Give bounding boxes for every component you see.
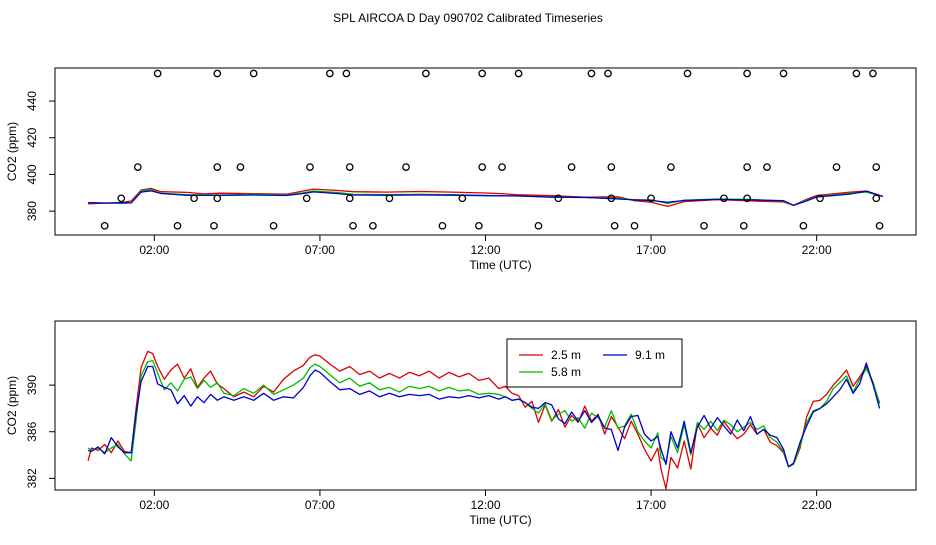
calibration-point bbox=[869, 69, 877, 78]
y-tick-label: 382 bbox=[25, 468, 39, 488]
calibration-point bbox=[700, 221, 708, 230]
y-tick-label: 380 bbox=[25, 201, 39, 221]
legend-label: 9.1 m bbox=[635, 348, 665, 362]
calibration-point bbox=[587, 69, 596, 78]
series-line-9-1-m bbox=[88, 190, 884, 206]
calibration-point bbox=[647, 194, 655, 203]
calibration-point bbox=[763, 163, 771, 171]
x-tick-label: 22:00 bbox=[802, 498, 832, 512]
calibration-point bbox=[816, 194, 824, 203]
calibration-point bbox=[458, 194, 467, 203]
calibration-point bbox=[302, 194, 311, 203]
x-tick-label: 02:00 bbox=[139, 498, 169, 512]
y-tick-label: 400 bbox=[25, 164, 39, 184]
calibration-point bbox=[249, 69, 258, 78]
legend: 2.5 m 5.8 m 9.1 m bbox=[506, 338, 683, 388]
calibration-point bbox=[743, 163, 751, 171]
calibration-point bbox=[739, 221, 748, 230]
calibration-point bbox=[832, 163, 841, 171]
calibration-point bbox=[475, 221, 483, 230]
calibration-point bbox=[342, 69, 351, 78]
x-tick-label: 22:00 bbox=[802, 243, 832, 257]
calibration-point bbox=[385, 194, 394, 203]
calibration-point bbox=[872, 163, 881, 171]
panel-bottom-chart: 02:00 07:00 12:00 17:00 22:00 Time (UTC) 382 38… bbox=[5, 320, 917, 527]
legend-label: 5.8 m bbox=[551, 365, 581, 379]
calibration-point bbox=[438, 221, 447, 230]
x-tick-label: 02:00 bbox=[139, 243, 169, 257]
calibration-point bbox=[345, 194, 354, 203]
calibration-point bbox=[478, 69, 487, 78]
y-tick-label: 386 bbox=[25, 421, 39, 441]
calibration-point bbox=[190, 194, 198, 203]
x-axis-label: Time (UTC) bbox=[469, 513, 531, 527]
legend-box bbox=[506, 338, 683, 388]
calibration-point bbox=[478, 163, 487, 171]
calibration-point bbox=[213, 194, 222, 203]
calibration-point bbox=[607, 194, 616, 203]
calibration-point bbox=[349, 221, 357, 230]
calibration-point bbox=[498, 163, 506, 171]
calibration-point bbox=[345, 163, 354, 171]
y-tick-label: 390 bbox=[25, 375, 39, 395]
calibration-point bbox=[402, 163, 410, 171]
calibration-point bbox=[173, 221, 182, 230]
y-axis-label: CO2 (ppm) bbox=[5, 376, 19, 435]
x-tick-label: 17:00 bbox=[636, 243, 666, 257]
calibration-point bbox=[210, 221, 218, 230]
legend-label: 2.5 m bbox=[551, 348, 581, 362]
figure-title: SPL AIRCOA D Day 090702 Calibrated Times… bbox=[333, 11, 603, 25]
calibration-point bbox=[117, 194, 126, 203]
calibration-point bbox=[667, 163, 675, 171]
calibration-point bbox=[422, 69, 430, 78]
calibration-point bbox=[153, 69, 162, 78]
calibration-point bbox=[554, 194, 563, 203]
calibration-point bbox=[720, 194, 728, 203]
calibration-point bbox=[133, 163, 142, 171]
calibration-point bbox=[607, 163, 616, 171]
calibration-point bbox=[369, 221, 377, 230]
calibration-point bbox=[213, 163, 222, 171]
x-axis-label: Time (UTC) bbox=[469, 258, 531, 272]
x-tick-label: 07:00 bbox=[305, 243, 335, 257]
calibration-point bbox=[236, 163, 245, 171]
calibration-point bbox=[567, 163, 576, 171]
calibration-point bbox=[269, 221, 278, 230]
calibration-point bbox=[213, 69, 222, 78]
calibration-point bbox=[610, 221, 619, 230]
calibration-point bbox=[743, 69, 751, 78]
calibration-point bbox=[306, 163, 314, 171]
y-axis-label: CO2 (ppm) bbox=[5, 122, 19, 181]
calibration-point bbox=[100, 221, 109, 230]
calibration-point bbox=[683, 69, 692, 78]
series-line-2-5-m bbox=[88, 187, 884, 208]
x-tick-label: 12:00 bbox=[470, 243, 500, 257]
series-line-9-1-m bbox=[87, 362, 881, 468]
calibration-point bbox=[514, 69, 523, 78]
calibration-point bbox=[872, 194, 881, 203]
x-tick-label: 07:00 bbox=[305, 498, 335, 512]
calibration-point bbox=[779, 69, 788, 78]
calibration-point bbox=[630, 221, 639, 230]
y-tick-label: 420 bbox=[25, 127, 39, 147]
y-tick-label: 440 bbox=[25, 91, 39, 111]
x-tick-label: 12:00 bbox=[470, 498, 500, 512]
calibration-point bbox=[604, 69, 612, 78]
calibration-point bbox=[852, 69, 861, 78]
panel-top-chart: 02:00 07:00 12:00 17:00 22:00 Time (UTC) 380 40… bbox=[5, 67, 917, 272]
calibration-point bbox=[534, 221, 543, 230]
calibration-point bbox=[799, 221, 808, 230]
calibration-point bbox=[875, 221, 884, 230]
calibration-point bbox=[326, 69, 334, 78]
calibration-point bbox=[743, 194, 751, 203]
x-tick-label: 17:00 bbox=[636, 498, 666, 512]
